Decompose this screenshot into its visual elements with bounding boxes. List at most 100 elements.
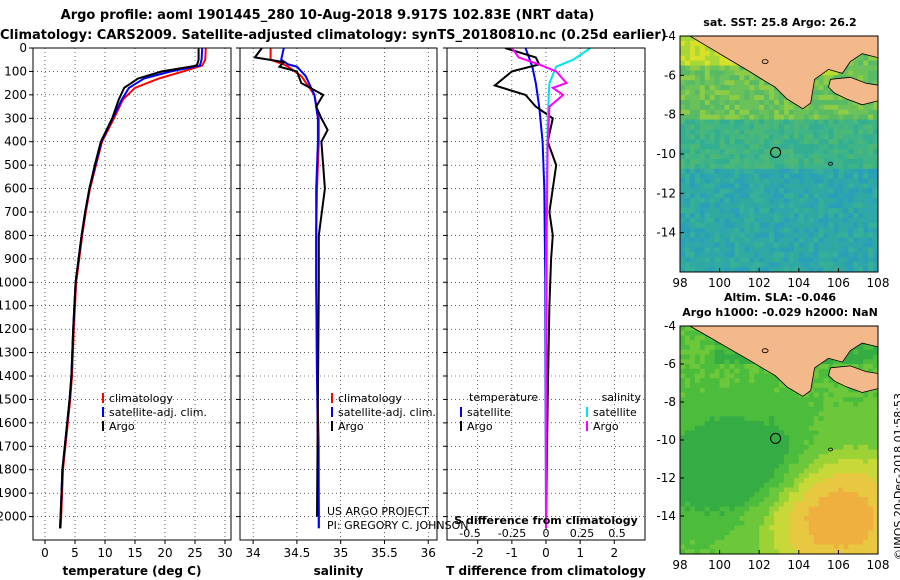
layer-m2-cell (709, 345, 716, 351)
layer-m1-cell (764, 109, 770, 116)
layer-m1-cell (684, 168, 691, 175)
layer-m2-cell (823, 378, 830, 384)
layer-m2-cell (863, 506, 869, 512)
layer-m2-cell (823, 364, 830, 370)
layer-m2-cell (868, 449, 874, 455)
layer-m2-cell (788, 435, 795, 441)
layer-m1-cell (714, 95, 721, 101)
layer-m1-cell (714, 232, 721, 239)
layer-m2-cell (788, 444, 795, 451)
layer-m1-cell (729, 70, 736, 76)
layer-m1-cell (684, 227, 691, 234)
layer-m2-cell (709, 459, 716, 465)
layer-m1-cell (843, 99, 849, 106)
layer-m2-cell (724, 473, 731, 479)
layer-m1-cell (858, 168, 864, 175)
layer-m1-cell (793, 158, 800, 165)
layer-m1-cell (828, 75, 835, 81)
layer-m1-cell (704, 198, 711, 204)
layer-m1-cell (813, 163, 820, 170)
layer-m1-cell (858, 163, 864, 170)
layer-m1-cell (813, 124, 820, 131)
layer-m2-cell (699, 501, 706, 508)
layer-m1-cell (843, 242, 849, 249)
layer-m1-cell (818, 188, 825, 194)
layer-m1-cell (749, 247, 755, 253)
layer-m1-cell (774, 262, 780, 268)
layer-m2-cell (793, 482, 800, 489)
layer-m1-cell (719, 208, 726, 214)
layer-m1-cell (759, 129, 765, 135)
layer-m2-cell (808, 392, 815, 398)
layer-m1-cell (823, 114, 830, 121)
layer-m2-cell (838, 516, 844, 522)
layer-m2-cell (858, 349, 864, 356)
layer-m2-cell (689, 530, 696, 536)
layer-m2-cell (680, 354, 686, 360)
layer-m1-cell (828, 129, 835, 135)
layer-m2-cell (739, 383, 745, 389)
layer-m1-cell (684, 50, 691, 57)
layer-m1-cell (769, 144, 775, 150)
layer-m1-cell (798, 242, 805, 249)
layer-m2-cell (769, 482, 775, 489)
layer-m2-cell (694, 535, 701, 541)
layer-m1-cell (779, 114, 785, 121)
layer-m2-cell (843, 454, 849, 460)
layer-m1-cell (704, 124, 711, 131)
layer-m2-cell (769, 478, 775, 484)
layer-m2-cell (759, 402, 765, 408)
layer-m2-cell (843, 497, 849, 503)
layer-m2-cell (709, 506, 716, 512)
layer-m1-cell (759, 99, 765, 106)
layer-m1-cell (873, 158, 878, 165)
layer-m1-cell (744, 109, 750, 116)
layer-m1-cell (793, 262, 800, 268)
layer-m1-cell (739, 95, 745, 101)
layer-m1-cell (709, 65, 716, 72)
layer-m1-cell (793, 247, 800, 253)
layer-m2-cell (843, 406, 849, 413)
layer-m1-cell (769, 217, 775, 224)
layer-m1-cell (714, 168, 721, 175)
layer-m2-cell (699, 444, 706, 451)
layer-m2-cell (853, 506, 859, 512)
layer-m2-cell (734, 516, 740, 522)
layer-m1-cell (848, 208, 854, 214)
layer-m2-cell (873, 468, 878, 474)
layer-m2-cell (734, 359, 740, 365)
layer-m2-cell (734, 535, 740, 541)
layer-m1-cell (873, 60, 878, 67)
layer-m1-cell (709, 134, 716, 140)
layer-m2-cell (704, 373, 711, 379)
layer-m1-cell (699, 114, 706, 121)
layer-m1-cell (680, 119, 686, 126)
layer-m2-cell (724, 478, 731, 484)
layer-m2-cell (808, 421, 815, 427)
layer-m2-cell (729, 487, 736, 493)
layer-m1-cell (873, 222, 878, 229)
layer-m2-cell (714, 345, 721, 351)
layer-m2-cell (699, 387, 706, 394)
layer-m1-cell (843, 213, 849, 219)
layer-m2-cell (694, 539, 701, 546)
layer-m2-cell (759, 459, 765, 465)
layer-m2-cell (734, 397, 740, 403)
layer-m2-cell (724, 516, 731, 522)
layer-m2-cell (734, 440, 740, 446)
layer-m2-cell (858, 482, 864, 489)
layer-m2-cell (719, 468, 726, 474)
layer-m2-cell (719, 392, 726, 398)
layer-m1-cell (873, 193, 878, 199)
layer-m2-cell (808, 468, 815, 474)
layer-m1-cell (868, 168, 874, 175)
layer-m1-cell (709, 144, 716, 150)
layer-m1-cell (838, 114, 844, 121)
layer-m1-cell (729, 163, 736, 170)
layer-m1-cell (739, 237, 745, 244)
layer-m1-cell (873, 208, 878, 214)
layer-m1-cell (853, 257, 859, 263)
layer-m2-cell (769, 516, 775, 522)
layer-m1-cell (724, 149, 731, 155)
layer-m2-cell (749, 392, 755, 398)
